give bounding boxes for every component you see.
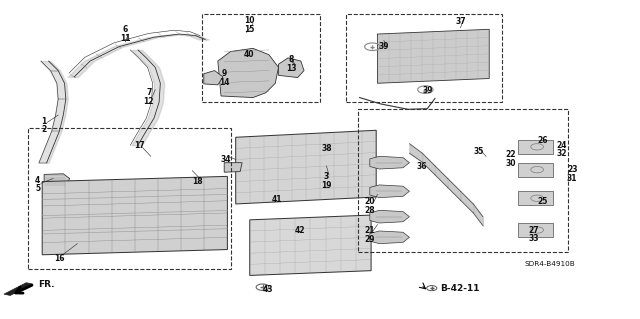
Text: 26: 26 [537, 136, 547, 145]
Text: 13: 13 [286, 63, 296, 72]
Polygon shape [204, 70, 223, 85]
Text: 20: 20 [365, 197, 375, 206]
Text: 14: 14 [219, 78, 230, 87]
Text: 23: 23 [567, 165, 577, 174]
Text: 33: 33 [529, 234, 539, 243]
Polygon shape [224, 163, 242, 172]
Polygon shape [370, 185, 410, 197]
Polygon shape [218, 48, 278, 98]
Polygon shape [518, 223, 553, 237]
Text: B-42-11: B-42-11 [440, 284, 479, 293]
Polygon shape [518, 163, 553, 177]
Text: 4: 4 [35, 176, 40, 185]
Text: 31: 31 [567, 174, 577, 183]
Text: 36: 36 [417, 162, 428, 171]
Text: 6: 6 [123, 26, 128, 34]
Text: 29: 29 [365, 235, 375, 244]
Text: 7: 7 [146, 88, 152, 97]
Text: 9: 9 [221, 69, 227, 78]
Polygon shape [370, 210, 410, 223]
Text: 25: 25 [537, 197, 547, 206]
Polygon shape [44, 174, 70, 187]
Text: 17: 17 [134, 141, 145, 150]
Text: SDR4-B4910B: SDR4-B4910B [524, 261, 575, 267]
Text: FR.: FR. [38, 280, 54, 289]
Text: 27: 27 [529, 226, 540, 234]
Text: 19: 19 [321, 181, 332, 190]
Polygon shape [42, 176, 227, 255]
Text: 2: 2 [42, 125, 47, 135]
Text: 35: 35 [473, 147, 484, 156]
Text: 42: 42 [294, 226, 305, 235]
Polygon shape [518, 140, 553, 154]
Text: 18: 18 [192, 177, 203, 186]
Text: 39: 39 [379, 42, 389, 51]
Text: 21: 21 [365, 226, 375, 235]
Text: 1: 1 [42, 117, 47, 126]
Text: 12: 12 [143, 97, 154, 106]
Polygon shape [250, 215, 371, 275]
Text: 5: 5 [35, 184, 40, 193]
Text: 37: 37 [455, 17, 466, 26]
Polygon shape [370, 156, 410, 169]
Text: 43: 43 [262, 285, 273, 294]
Text: 38: 38 [321, 144, 332, 153]
Text: 16: 16 [54, 254, 65, 263]
Text: 41: 41 [272, 195, 282, 204]
Polygon shape [278, 58, 304, 78]
Text: 11: 11 [120, 34, 131, 43]
Text: 39: 39 [422, 86, 433, 95]
Text: 24: 24 [556, 141, 566, 150]
Polygon shape [236, 130, 376, 204]
Text: 28: 28 [365, 205, 375, 214]
Text: 30: 30 [505, 159, 516, 168]
Text: 15: 15 [244, 25, 255, 34]
Text: 32: 32 [556, 149, 566, 158]
Polygon shape [4, 283, 33, 295]
Text: 8: 8 [289, 55, 294, 64]
Text: 10: 10 [244, 16, 255, 25]
Polygon shape [378, 29, 489, 83]
Text: 40: 40 [243, 50, 253, 59]
Text: 3: 3 [324, 173, 329, 182]
Polygon shape [370, 231, 410, 244]
Text: 22: 22 [505, 150, 516, 159]
Polygon shape [518, 191, 553, 205]
Text: 34: 34 [220, 155, 231, 164]
